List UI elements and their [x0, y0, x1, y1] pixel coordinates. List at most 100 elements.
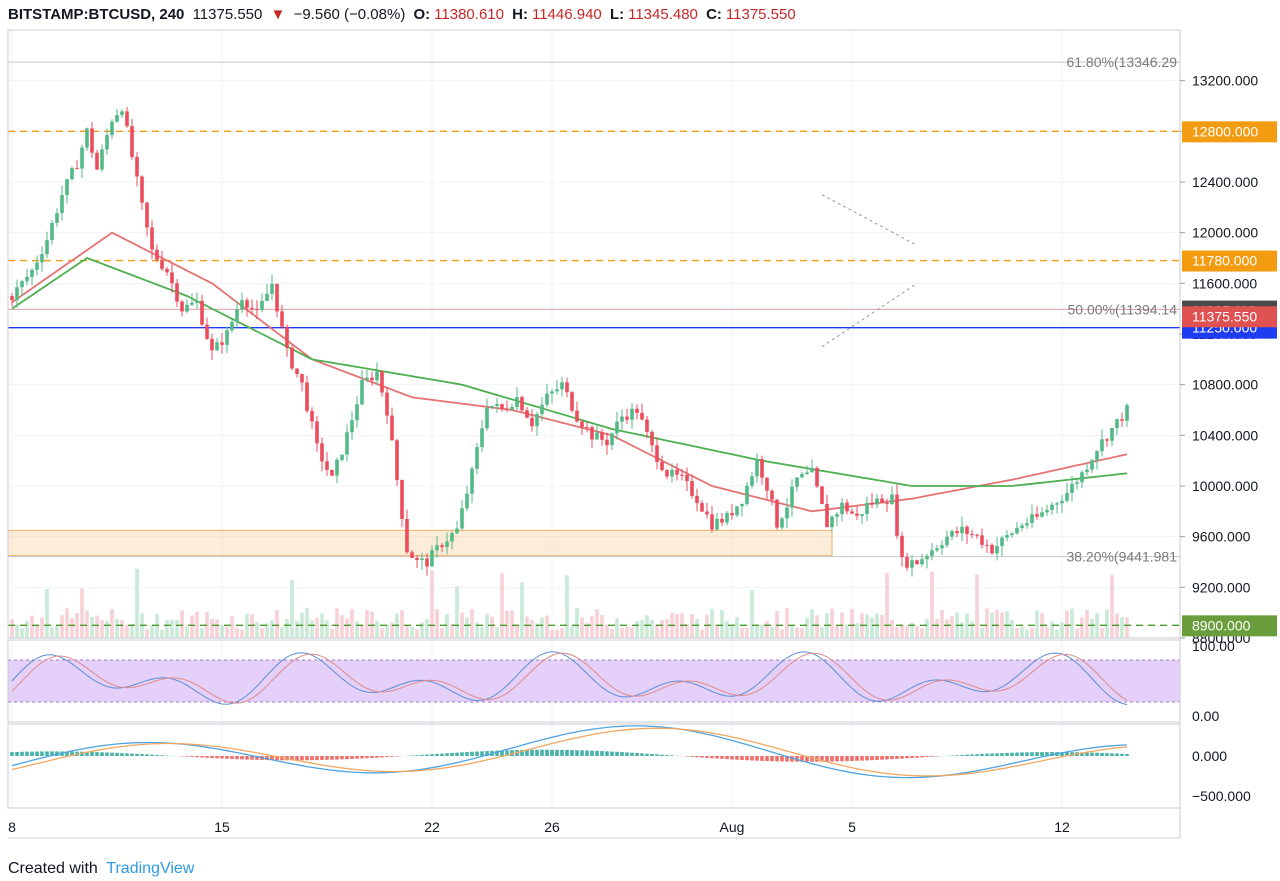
- candle-body: [15, 287, 19, 301]
- candle-body: [745, 485, 749, 504]
- volume-bar: [530, 619, 534, 638]
- macd-histogram-bar: [690, 756, 694, 757]
- candle-body: [310, 410, 314, 422]
- volume-bar: [730, 626, 734, 638]
- time-axis[interactable]: 8 15 22 26 Aug 5 12: [8, 819, 1070, 835]
- volume-bar: [560, 628, 564, 638]
- volume-bar: [780, 629, 784, 638]
- volume-bar: [1055, 629, 1059, 638]
- candle-body: [880, 498, 884, 504]
- volume-bar: [465, 617, 469, 638]
- macd-histogram-bar: [630, 752, 634, 756]
- candle-body: [90, 128, 94, 153]
- macd-histogram-bar: [565, 749, 569, 756]
- macd-histogram-bar: [115, 752, 119, 756]
- volume-bar: [105, 620, 109, 638]
- volume-bar: [90, 616, 94, 638]
- volume-bar: [265, 623, 269, 638]
- candle-body: [70, 168, 74, 180]
- volume-bar: [460, 612, 464, 638]
- macd-histogram-bar: [670, 755, 674, 756]
- volume-bar: [1050, 621, 1054, 638]
- volume-bar: [270, 620, 274, 638]
- volume-bar: [45, 588, 49, 638]
- volume-bar: [645, 615, 649, 638]
- candle-body: [670, 469, 674, 477]
- macd-histogram-bar: [820, 756, 824, 762]
- macd-histogram-bar: [190, 756, 194, 757]
- candle-body: [765, 477, 769, 491]
- candle-body: [325, 461, 329, 470]
- volume-bar: [590, 616, 594, 638]
- macd-histogram-bar: [420, 754, 424, 756]
- macd-histogram-bar: [450, 752, 454, 756]
- candle-body: [175, 283, 179, 302]
- macd-histogram-bar: [265, 756, 269, 761]
- macd-histogram-bar: [1095, 752, 1099, 756]
- volume-bar: [1080, 617, 1084, 638]
- price-tick-label: 10800.000: [1192, 377, 1258, 393]
- volume-bar: [1075, 628, 1079, 638]
- candle-body: [265, 293, 269, 301]
- volume-bar: [950, 615, 954, 638]
- support-zone-rect: [7, 529, 833, 557]
- macd-histogram-bar: [610, 751, 614, 756]
- volume-bar: [1090, 618, 1094, 638]
- candle-body: [55, 213, 59, 223]
- candle-body: [520, 397, 524, 411]
- macd-histogram-bar: [1070, 752, 1074, 756]
- volume-bar: [160, 629, 164, 638]
- candle-body: [1110, 428, 1114, 441]
- macd-histogram-bar: [415, 755, 419, 756]
- volume-bar: [520, 582, 524, 638]
- volume-bar: [1125, 617, 1129, 638]
- volume-bar: [335, 608, 339, 638]
- candle-body: [300, 373, 304, 383]
- macd-histogram-bar: [310, 756, 314, 761]
- candle-body: [845, 502, 849, 512]
- candle-body: [1025, 523, 1029, 526]
- price-tick-label: 12000.000: [1192, 225, 1258, 241]
- macd-histogram-bar: [270, 756, 274, 761]
- open-label: O:: [413, 6, 431, 23]
- macd-histogram-bar: [585, 750, 589, 756]
- macd-histogram-bar: [45, 751, 49, 756]
- volume-bar: [700, 629, 704, 638]
- candle-body: [255, 308, 259, 311]
- volume-bar: [75, 612, 79, 638]
- price-axis[interactable]: 13200.000 12800.000 12400.000 12000.000 1160…: [1180, 73, 1258, 804]
- volume-bar: [240, 629, 244, 638]
- volume-bar: [880, 614, 884, 638]
- tradingview-logo[interactable]: TradingView: [106, 860, 195, 877]
- volume-bar: [915, 626, 919, 638]
- rsi-tick-label: 100.00: [1192, 638, 1235, 654]
- volume-bar: [1000, 612, 1004, 638]
- volume-bar: [380, 628, 384, 638]
- symbol-label[interactable]: BITSTAMP:BTCUSD, 240: [8, 6, 185, 23]
- level-badge: 8900.000: [1192, 617, 1251, 633]
- candle-body: [500, 404, 504, 409]
- candle-body: [530, 417, 534, 427]
- candle-body: [1085, 469, 1089, 473]
- volume-bar: [515, 624, 519, 638]
- candle-body: [435, 545, 439, 551]
- price-badge: 11375.550: [1192, 308, 1257, 324]
- candle-body: [340, 454, 344, 460]
- volume-bar: [905, 626, 909, 638]
- candle-body: [1065, 492, 1069, 501]
- macd-histogram-bar: [915, 756, 919, 758]
- macd-histogram-bar: [595, 750, 599, 756]
- price-tick-label: 12400.000: [1192, 174, 1258, 190]
- candle-body: [1070, 483, 1074, 493]
- candle-body: [905, 557, 909, 568]
- volume-bars: [10, 568, 1129, 638]
- volume-bar: [650, 619, 654, 638]
- macd-histogram-bar: [870, 756, 874, 761]
- macd-histogram-bar: [140, 754, 144, 756]
- candle-body: [985, 544, 989, 546]
- volume-bar: [985, 608, 989, 638]
- candle-body: [475, 447, 479, 469]
- volume-bar: [500, 573, 504, 638]
- macd-histogram-bar: [335, 756, 339, 760]
